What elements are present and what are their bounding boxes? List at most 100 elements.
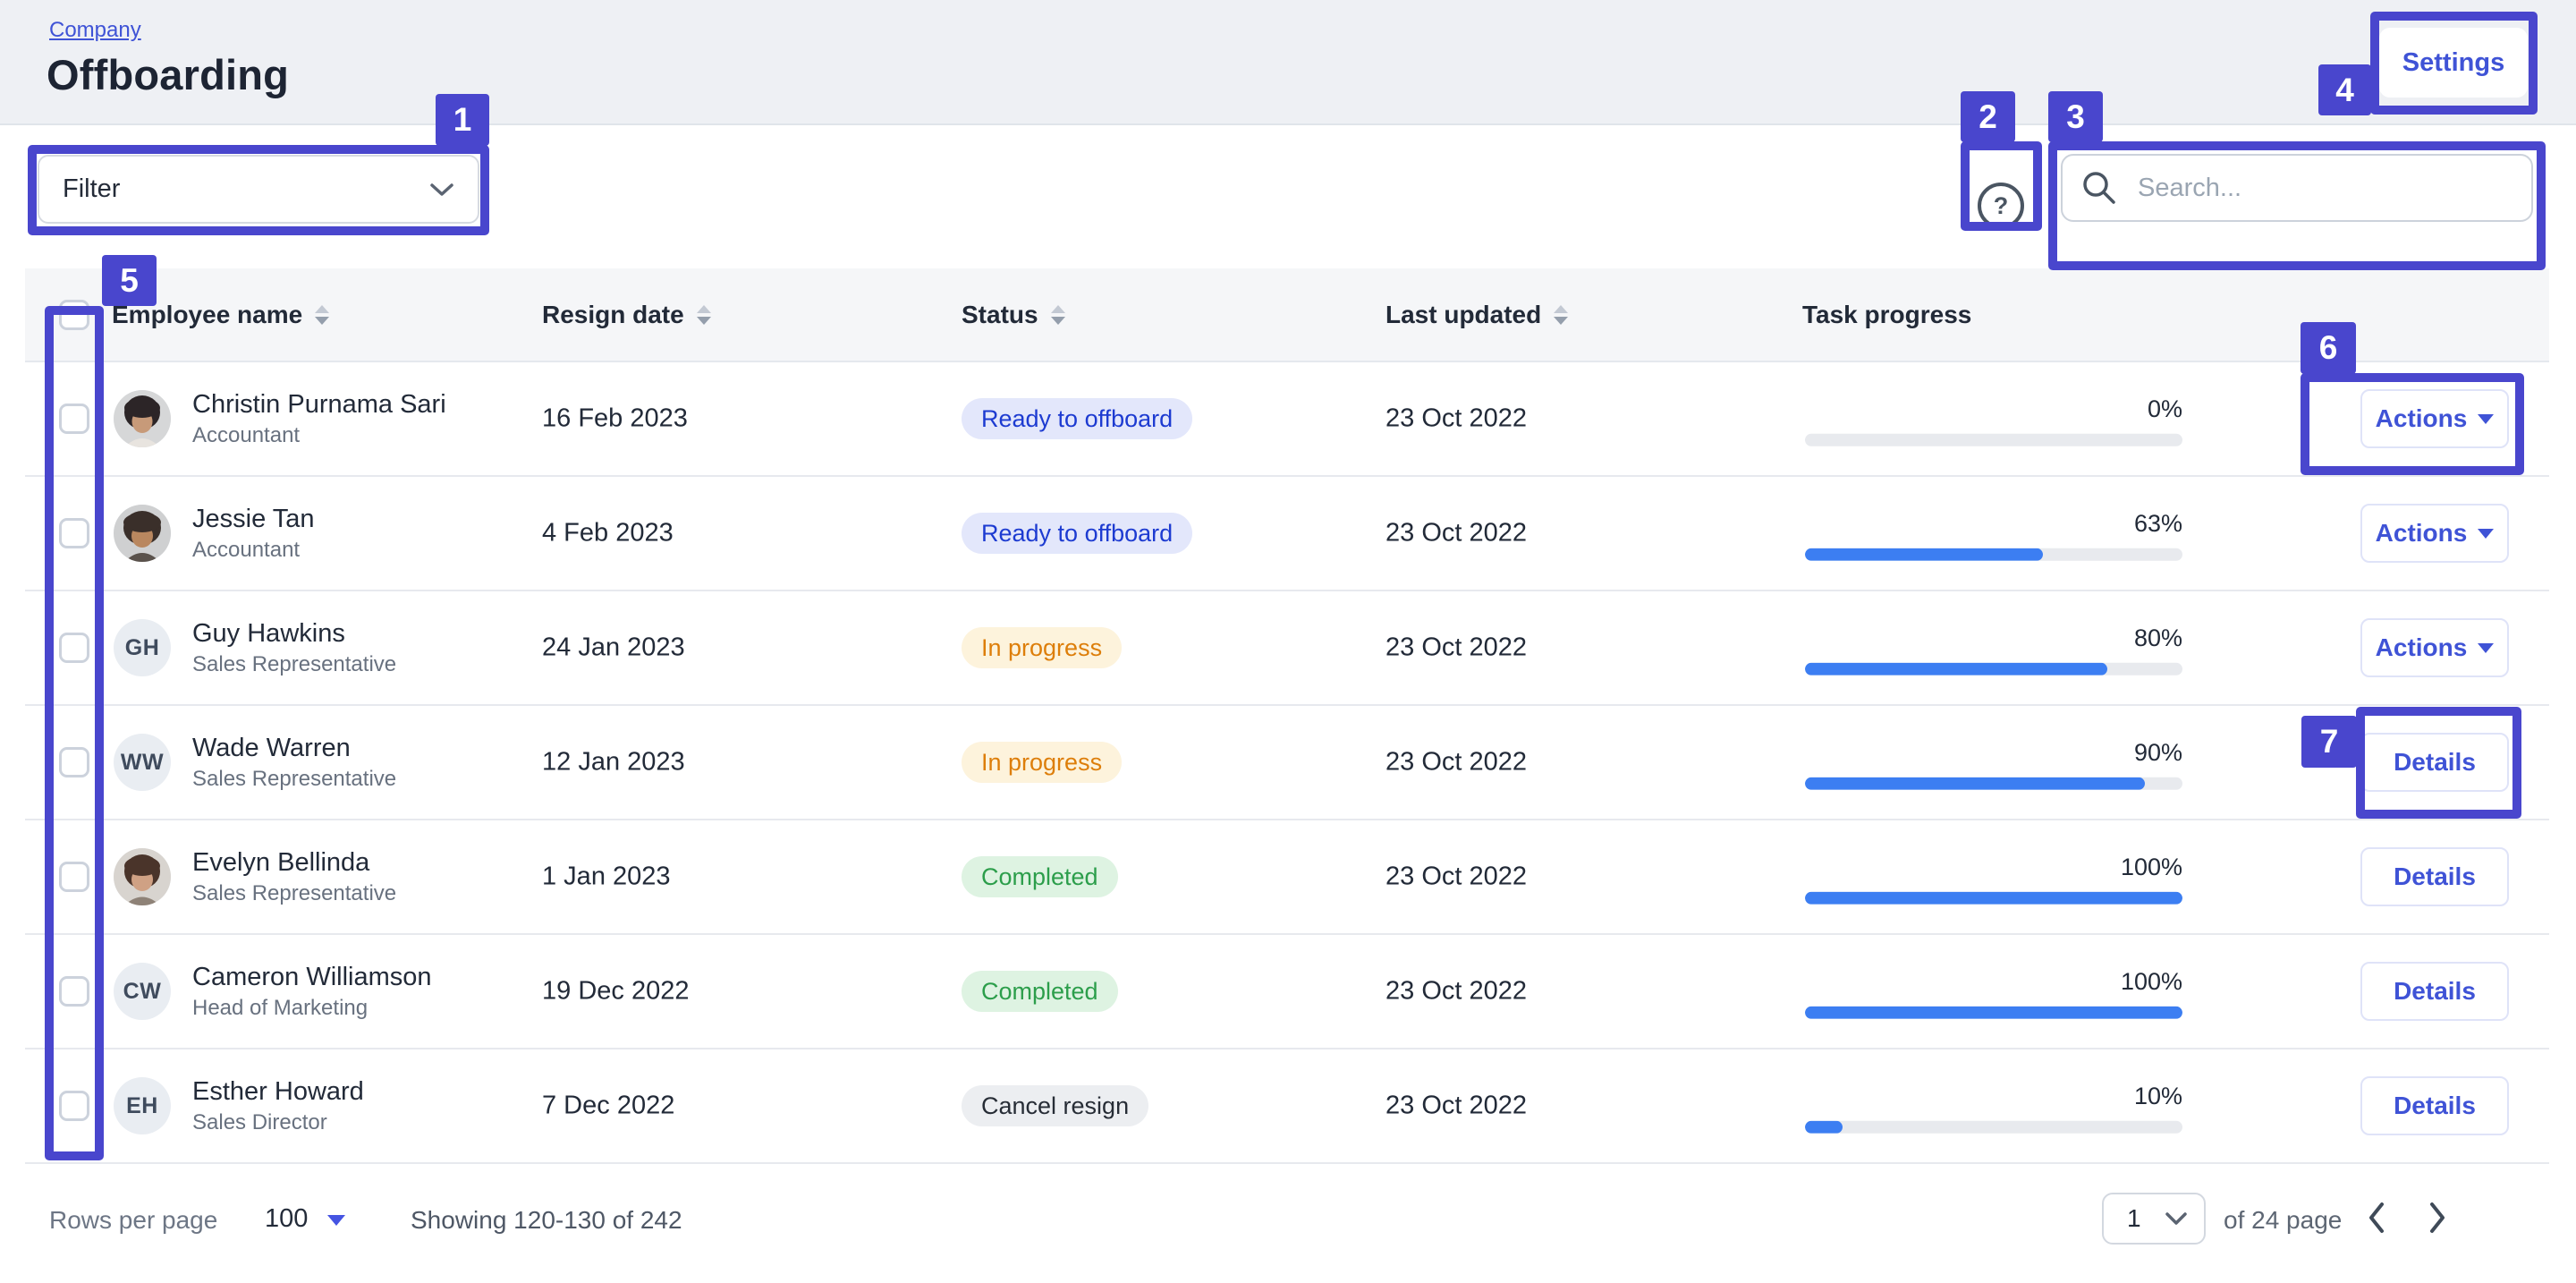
actions-button[interactable]: Actions <box>2360 618 2509 677</box>
portrait-photo <box>114 390 171 447</box>
table-row: Evelyn Bellinda Sales Representative 1 J… <box>25 820 2549 935</box>
chevron-down-icon <box>430 183 453 196</box>
last-updated: 23 Oct 2022 <box>1385 976 1527 1006</box>
table-row: Christin Purnama Sari Accountant 16 Feb … <box>25 362 2549 477</box>
details-button[interactable]: Details <box>2360 962 2509 1021</box>
question-mark-icon: ? <box>1993 191 2009 219</box>
resign-date: 1 Jan 2023 <box>542 862 671 891</box>
table-header: Employee name Resign date Status Last up… <box>25 268 2549 362</box>
task-progress: 90% <box>1805 739 2182 790</box>
details-button[interactable]: Details <box>2360 733 2509 792</box>
annotation-badge-4: 4 <box>2318 64 2371 115</box>
progress-bar <box>1805 1120 2182 1134</box>
employee-role: Head of Marketing <box>192 996 369 1020</box>
progress-percent: 100% <box>2120 853 2182 880</box>
last-updated: 23 Oct 2022 <box>1385 633 1527 662</box>
progress-percent: 10% <box>2133 1082 2182 1109</box>
last-updated: 23 Oct 2022 <box>1385 862 1527 891</box>
avatar: EH <box>114 1077 171 1134</box>
actions-button[interactable]: Actions <box>2360 389 2509 448</box>
table-row: CW Cameron Williamson Head of Marketing … <box>25 935 2549 1049</box>
status-badge: Ready to offboard <box>962 398 1193 439</box>
progress-percent: 90% <box>2133 738 2182 766</box>
total-pages-label: of 24 page <box>2224 1206 2343 1234</box>
settings-button[interactable]: Settings <box>2379 28 2528 98</box>
details-button[interactable]: Details <box>2360 1076 2509 1135</box>
help-button[interactable]: ? <box>1978 183 2024 229</box>
employee-name: Evelyn Bellinda <box>192 848 370 877</box>
chevron-down-icon <box>2165 1212 2187 1225</box>
page-title: Offboarding <box>47 51 290 98</box>
row-checkbox[interactable] <box>59 976 89 1007</box>
employee-role: Accountant <box>192 538 301 562</box>
row-checkbox[interactable] <box>59 633 89 663</box>
last-updated: 23 Oct 2022 <box>1385 404 1527 433</box>
column-header-last-updated[interactable]: Last updated <box>1385 301 1569 329</box>
caret-down-icon[interactable] <box>327 1215 345 1226</box>
sort-icon[interactable] <box>696 304 711 325</box>
task-progress: 100% <box>1805 854 2182 905</box>
breadcrumb-company-link[interactable]: Company <box>49 18 141 42</box>
page-number-select[interactable]: 1 <box>2102 1193 2206 1245</box>
progress-bar <box>1805 891 2182 905</box>
annotation-badge-1: 1 <box>436 94 489 146</box>
task-progress: 63% <box>1805 510 2182 561</box>
portrait-photo <box>114 505 171 562</box>
progress-bar <box>1805 662 2182 675</box>
current-page: 1 <box>2127 1204 2141 1232</box>
actions-button[interactable]: Actions <box>2360 504 2509 563</box>
annotation-badge-5: 5 <box>102 255 157 306</box>
table-row: EH Esther Howard Sales Director 7 Dec 20… <box>25 1049 2549 1164</box>
employee-name: Christin Purnama Sari <box>192 390 446 419</box>
caret-down-icon <box>2478 528 2495 539</box>
avatar: WW <box>114 734 171 791</box>
filter-label: Filter <box>63 174 121 203</box>
status-badge: Cancel resign <box>962 1085 1149 1126</box>
status-badge: Ready to offboard <box>962 513 1193 554</box>
showing-range-text: Showing 120-130 of 242 <box>411 1206 682 1234</box>
row-checkbox[interactable] <box>59 1091 89 1121</box>
select-all-checkbox[interactable] <box>59 299 89 330</box>
annotation-badge-3: 3 <box>2048 91 2103 142</box>
details-button[interactable]: Details <box>2360 847 2509 906</box>
employee-name: Jessie Tan <box>192 505 315 533</box>
status-badge: Completed <box>962 856 1118 897</box>
column-header-resign-date[interactable]: Resign date <box>542 301 711 329</box>
filter-dropdown[interactable]: Filter <box>38 155 479 224</box>
avatar <box>114 848 171 905</box>
row-checkbox[interactable] <box>59 747 89 777</box>
top-header-band: Company Offboarding Settings <box>0 0 2576 125</box>
search-input[interactable] <box>2138 173 2513 203</box>
next-page-button[interactable] <box>2428 1201 2447 1235</box>
employee-role: Accountant <box>192 423 301 447</box>
resign-date: 24 Jan 2023 <box>542 633 685 662</box>
sort-icon[interactable] <box>315 304 330 325</box>
progress-percent: 63% <box>2133 509 2182 537</box>
last-updated: 23 Oct 2022 <box>1385 1091 1527 1120</box>
previous-page-button[interactable] <box>2367 1201 2386 1235</box>
sort-icon[interactable] <box>1050 304 1065 325</box>
last-updated: 23 Oct 2022 <box>1385 747 1527 777</box>
resign-date: 4 Feb 2023 <box>542 518 674 548</box>
status-badge: In progress <box>962 627 1123 668</box>
annotation-badge-2: 2 <box>1961 91 2015 142</box>
resign-date: 7 Dec 2022 <box>542 1091 675 1120</box>
task-progress: 100% <box>1805 968 2182 1019</box>
caret-down-icon <box>2478 413 2495 424</box>
rows-per-page-value[interactable]: 100 <box>265 1204 309 1233</box>
search-icon <box>2083 172 2115 204</box>
resign-date: 19 Dec 2022 <box>542 976 690 1006</box>
row-checkbox[interactable] <box>59 404 89 434</box>
employee-name: Esther Howard <box>192 1077 364 1106</box>
row-checkbox[interactable] <box>59 862 89 892</box>
column-header-status[interactable]: Status <box>962 301 1065 329</box>
progress-bar <box>1805 1006 2182 1019</box>
sort-icon[interactable] <box>1554 304 1569 325</box>
employee-role: Sales Representative <box>192 652 397 676</box>
employee-role: Sales Director <box>192 1110 327 1134</box>
progress-bar <box>1805 433 2182 446</box>
status-badge: In progress <box>962 742 1123 783</box>
row-checkbox[interactable] <box>59 518 89 548</box>
annotation-badge-7: 7 <box>2301 716 2357 768</box>
